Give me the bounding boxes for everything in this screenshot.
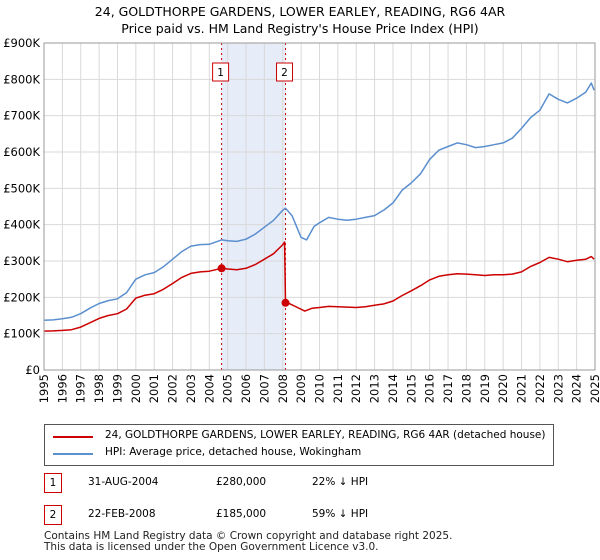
transaction-badge: 2 [44,505,62,525]
x-tick-label: 2009 [294,374,308,403]
y-tick-label: £400K [3,218,40,232]
series-line-property [43,241,595,332]
x-tick-label: 2016 [423,374,437,403]
x-tick-label: 2000 [129,374,143,403]
y-tick-label: £800K [3,72,40,86]
transaction-hpi: 59% ↓ HPI [312,508,369,520]
x-tick-label: 2006 [239,374,253,403]
sale-point-1 [217,264,226,273]
x-tick-label: 2018 [459,374,473,403]
footer-licence: This data is licensed under the Open Gov… [44,541,379,553]
x-tick-label: 2025 [588,374,600,403]
marker-label-2: 2 [281,67,288,79]
chart-subtitle: Price paid vs. HM Land Registry's House … [121,21,479,36]
y-tick-label: £100K [3,327,40,341]
x-tick-label: 2007 [257,374,271,403]
x-tick-label: 2013 [368,374,382,403]
x-tick-label: 2020 [496,374,510,403]
marker-box-1 [212,62,230,82]
transaction-hpi: 22% ↓ HPI [312,476,369,488]
y-tick-label: £900K [3,36,40,50]
x-tick-label: 2012 [349,374,363,403]
y-tick-label: £300K [3,254,40,268]
marker-label-1: 1 [217,67,224,79]
price-chart: 1 2 £0 £100K £200K £300K £400K £500K £600K £700K £… [3,36,600,403]
plot-frame [43,42,596,371]
x-tick-label: 2004 [202,374,216,403]
x-tick-label: 1999 [110,374,124,403]
transaction-date: 22-FEB-2008 [88,508,156,520]
x-tick-label: 2003 [184,374,198,403]
marker-box-2 [276,62,294,82]
x-tick-label: 2001 [147,374,161,403]
x-tick-label: 2019 [478,374,492,403]
x-tick-label: 2002 [166,374,180,403]
x-tick-label: 2005 [221,374,235,403]
footer-copyright: Contains HM Land Registry data © Crown c… [44,530,453,542]
x-tick-label: 2023 [551,374,565,403]
transaction-date: 31-AUG-2004 [88,476,159,488]
transaction-price: £185,000 [216,508,267,520]
series-line-hpi [43,82,595,321]
x-tick-label: 1998 [92,374,106,403]
legend-label-hpi: HPI: Average price, detached house, Woki… [105,446,362,458]
x-tick-label: 2008 [276,374,290,403]
x-tick-label: 1997 [74,374,88,403]
x-tick-label: 2014 [386,374,400,403]
x-tick-label: 2011 [331,374,345,403]
legend: 24, GOLDTHORPE GARDENS, LOWER EARLEY, RE… [44,424,554,466]
legend-swatch-hpi [53,453,93,455]
y-tick-label: £700K [3,109,40,123]
y-tick-label: £0 [25,363,40,377]
transaction-badge: 1 [44,473,62,493]
chart-title: 24, GOLDTHORPE GARDENS, LOWER EARLEY, RE… [94,4,506,19]
y-tick-label: £600K [3,145,40,159]
shaded-period [221,43,286,370]
transaction-price: £280,000 [216,476,267,488]
sale-point-2 [281,298,290,307]
x-tick-label: 2017 [441,374,455,403]
x-tick-label: 2010 [313,374,327,403]
x-tick-label: 1995 [37,374,51,403]
x-tick-label: 2024 [570,374,584,403]
y-tick-label: £500K [3,181,40,195]
x-tick-label: 2021 [515,374,529,403]
footer: Contains HM Land Registry data © Crown c… [44,531,452,553]
x-tick-label: 2015 [404,374,418,403]
x-tick-label: 2022 [533,374,547,403]
legend-label-property: 24, GOLDTHORPE GARDENS, LOWER EARLEY, RE… [105,429,546,441]
x-tick-label: 1996 [55,374,69,403]
y-tick-label: £200K [3,290,40,304]
legend-swatch-property [53,436,93,438]
